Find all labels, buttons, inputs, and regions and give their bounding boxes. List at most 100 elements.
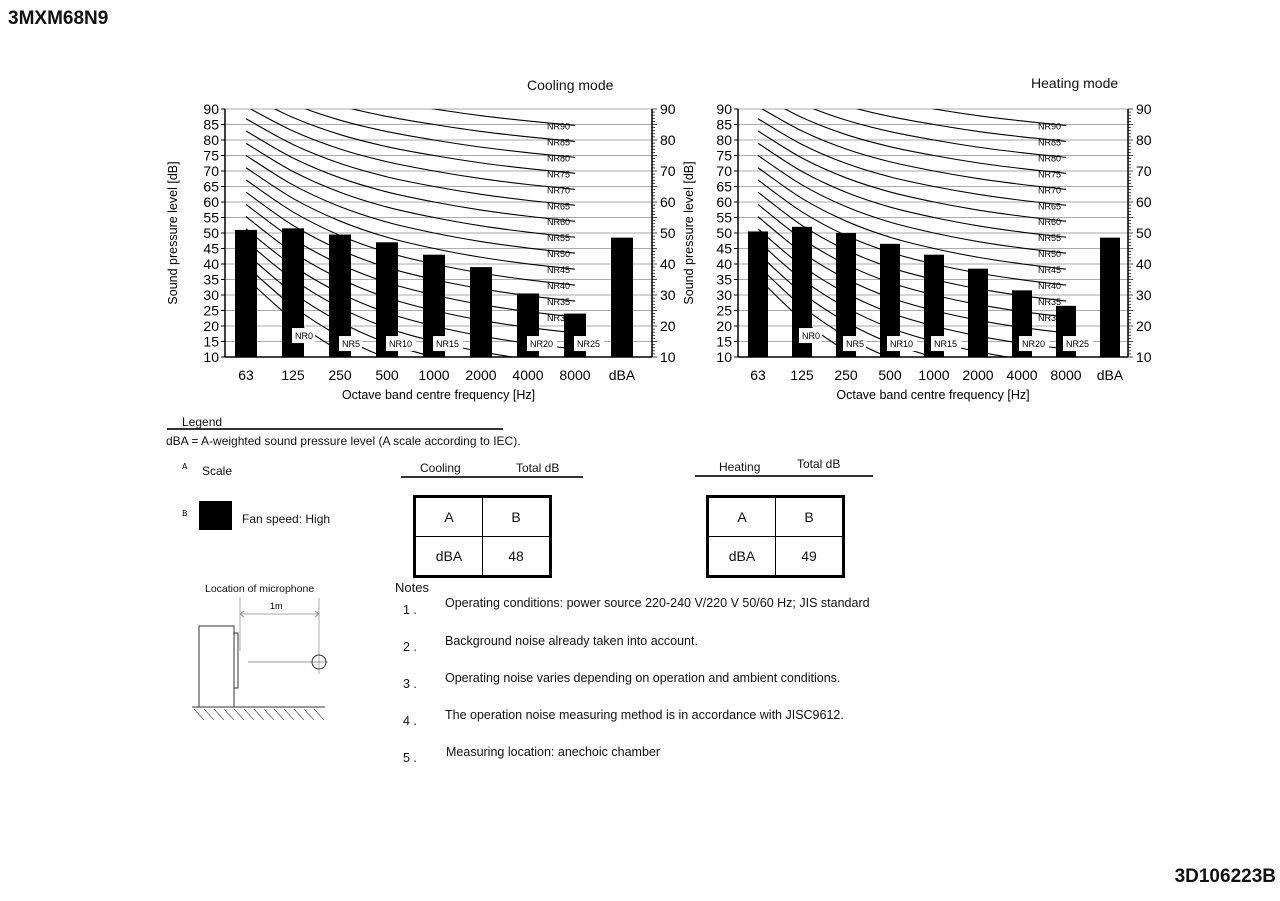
x-axis-label: Octave band centre frequency [Hz]	[836, 388, 1029, 402]
nr-curve-60	[245, 130, 576, 222]
nr-label: NR45	[1038, 265, 1061, 275]
nr-label: NR35	[547, 297, 570, 307]
note-number: 4 .	[403, 714, 417, 728]
x-tick-label: 4000	[512, 367, 543, 383]
y-tick-label-right: 20	[660, 318, 676, 334]
nr-curve-25	[757, 216, 1067, 334]
nr-label: NR30	[547, 313, 570, 323]
legend-title: Legend	[182, 415, 223, 429]
nr-curve-75	[783, 109, 1067, 174]
y-tick-label: 55	[716, 210, 732, 226]
cooling-total-mode: Cooling	[420, 461, 461, 475]
nr-label: NR45	[547, 265, 570, 275]
bar-dBA	[611, 237, 633, 357]
nr-curve-25	[245, 216, 576, 334]
nr-label-box	[1019, 336, 1049, 352]
cooling-total-header: Cooling Total dB	[401, 461, 583, 478]
x-tick-label: 4000	[1006, 367, 1037, 383]
nr-label: NR65	[1038, 201, 1061, 211]
y-tick-label: 85	[716, 117, 732, 133]
cell: A	[707, 496, 776, 537]
nr-label: NR0	[295, 331, 313, 341]
nr-label-box	[1063, 336, 1093, 352]
y-tick-label: 10	[716, 349, 732, 365]
note-text: Operating conditions: power source 220-2…	[445, 596, 870, 610]
nr-curve-85	[855, 109, 1067, 142]
nr-label: NR5	[846, 339, 864, 349]
nr-curve-85	[350, 109, 576, 142]
legend-b-label: Fan speed: High	[242, 512, 331, 526]
cell: dBA	[414, 536, 483, 577]
legend-b-marker: B	[182, 509, 188, 518]
note-text: The operation noise measuring method is …	[445, 708, 844, 722]
microphone-title: Location of microphone	[205, 583, 315, 595]
nr-label: NR65	[547, 201, 570, 211]
nr-label: NR80	[547, 153, 570, 163]
note-number: 5 .	[403, 751, 417, 765]
nr-label: NR15	[934, 339, 957, 349]
y-tick-label: 75	[716, 148, 732, 164]
x-tick-label: 63	[750, 367, 766, 383]
x-tick-label: 1000	[918, 367, 949, 383]
notes-title: Notes	[395, 580, 429, 595]
nr-label: NR50	[547, 249, 570, 259]
y-tick-label: 35	[716, 272, 732, 288]
y-tick-label: 25	[716, 303, 732, 319]
heating-chart: 1015202530354045505560657075808590102030…	[682, 101, 1152, 402]
nr-label: NR35	[1038, 297, 1061, 307]
nr-label: NR5	[342, 339, 360, 349]
y-tick-label: 15	[203, 334, 219, 350]
nr-curve-80	[304, 109, 576, 158]
legend-a-label: Scale	[202, 464, 233, 478]
cooling-chart-title: Cooling mode	[527, 77, 614, 93]
cooling-total-label: Total dB	[516, 461, 560, 475]
heating-total-mode: Heating	[719, 460, 761, 474]
nr-curve-0	[245, 277, 353, 357]
note-number: 2 .	[403, 640, 417, 654]
x-tick-label: 250	[834, 367, 858, 383]
nr-label: NR60	[1038, 217, 1061, 227]
y-axis-label: Sound pressure level [dB]	[682, 161, 696, 304]
nr-label: NR90	[1038, 121, 1061, 131]
y-tick-label-right: 70	[1136, 163, 1152, 179]
y-tick-label-right: 10	[1136, 349, 1152, 365]
y-tick-label: 30	[716, 287, 732, 303]
nr-label: NR80	[1038, 153, 1061, 163]
bar-500	[376, 242, 398, 357]
cell: B	[775, 496, 844, 537]
bar-2000	[968, 268, 988, 357]
y-tick-label-right: 10	[660, 349, 676, 365]
nr-label-box	[574, 336, 604, 352]
nr-curve-60	[757, 130, 1067, 222]
cell: B	[482, 496, 551, 537]
y-tick-label: 20	[203, 318, 219, 334]
nr-curve-70	[761, 109, 1067, 190]
nr-label: NR90	[547, 121, 570, 131]
y-tick-label: 35	[203, 272, 219, 288]
y-tick-label: 90	[716, 101, 732, 117]
nr-curve-55	[757, 142, 1067, 238]
legend-header: Legend	[167, 411, 503, 430]
bar-2000	[470, 267, 492, 357]
y-tick-label: 40	[716, 256, 732, 272]
nr-curve-45	[757, 167, 1067, 270]
microphone-icon	[311, 654, 327, 670]
nr-label-box	[433, 336, 463, 352]
nr-label-box	[527, 336, 557, 352]
nr-label: NR40	[547, 281, 570, 291]
nr-curve-5	[245, 265, 386, 357]
bar-500	[880, 243, 900, 357]
y-tick-label-right: 90	[1136, 101, 1152, 117]
cooling-total-value: 48	[482, 536, 551, 577]
y-tick-label-right: 50	[660, 225, 676, 241]
nr-curve-50	[245, 155, 576, 254]
nr-curve-80	[812, 109, 1067, 158]
nr-label: NR60	[547, 217, 570, 227]
y-tick-label: 70	[716, 163, 732, 179]
x-tick-label: 8000	[1050, 367, 1081, 383]
y-tick-label-right: 70	[660, 163, 676, 179]
y-tick-label: 80	[203, 132, 219, 148]
nr-curve-0	[757, 277, 858, 357]
